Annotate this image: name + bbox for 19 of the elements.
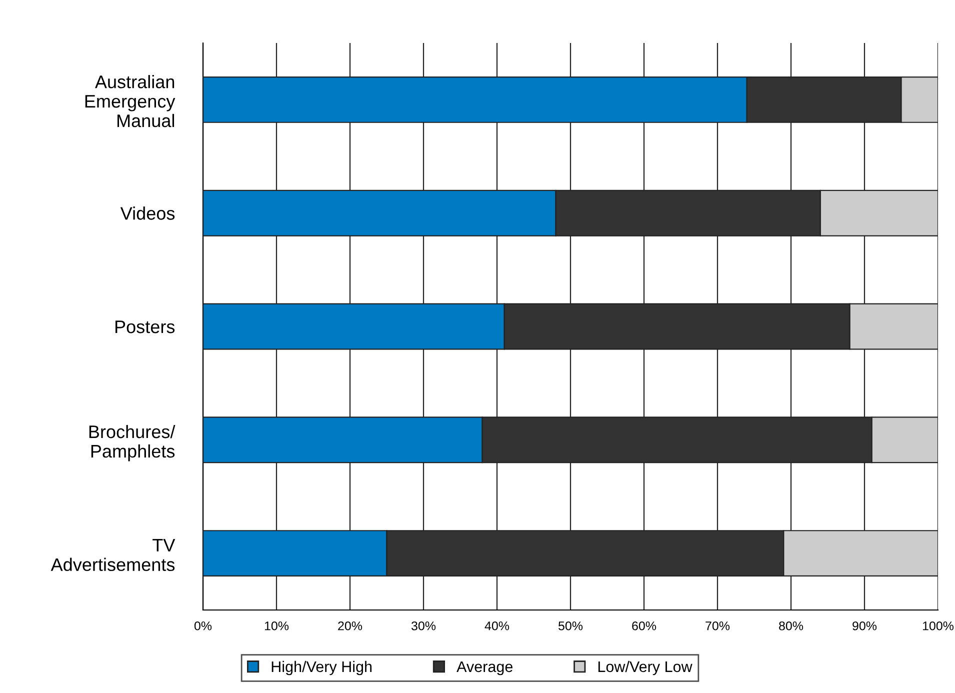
x-tick-label: 10% (264, 621, 289, 630)
y-tick-label: Videos (120, 206, 175, 220)
x-tick-label: 60% (632, 621, 656, 630)
x-tick-label: 80% (779, 621, 804, 630)
x-tick-label: 50% (558, 621, 583, 630)
legend-label: Low/Very Low (598, 660, 692, 676)
y-tick-label: Posters (115, 320, 175, 334)
x-tick-label: 30% (411, 621, 436, 630)
y-tick-label: Brochures/ Pamphlets (89, 424, 176, 462)
x-tick-label: 70% (706, 621, 730, 630)
y-tick-label: Australian Emergency Manual (85, 75, 176, 128)
x-tick-label: 90% (852, 621, 877, 630)
legend-label: High/Very High (272, 660, 372, 676)
legend-label: Average (456, 661, 512, 676)
x-tick-label: 20% (338, 621, 362, 630)
x-tick-label: 40% (484, 621, 510, 630)
x-tick-label: 0% (194, 621, 212, 630)
x-tick-label: 100% (922, 621, 954, 630)
y-tick-label: TV Advertisements (50, 539, 176, 572)
